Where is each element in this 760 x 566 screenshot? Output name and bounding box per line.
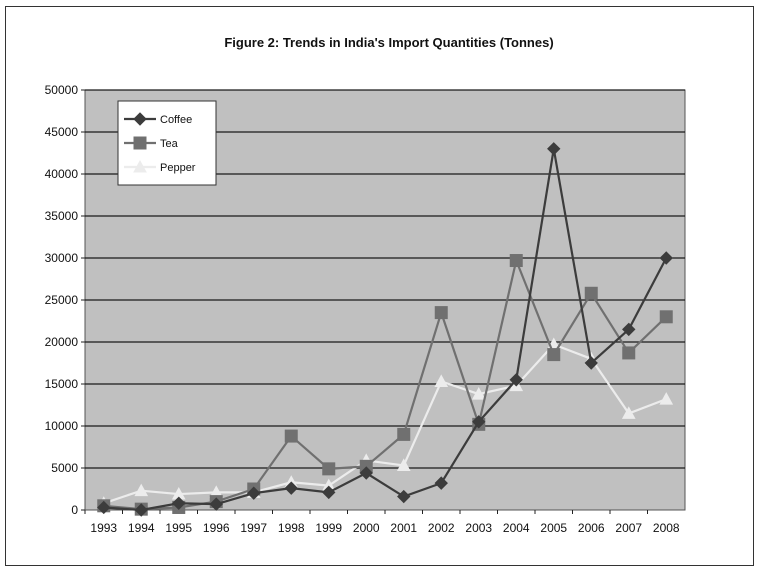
- coffee-data-point: [584, 356, 598, 370]
- y-tick-label: 10000: [45, 419, 79, 433]
- tea-data-point: [434, 306, 448, 320]
- legend-tea-label: Tea: [160, 138, 179, 150]
- coffee-data-point: [434, 476, 448, 490]
- tea-data-point: [509, 254, 523, 268]
- x-tick-label: 1998: [278, 521, 305, 535]
- y-tick-label: 45000: [45, 125, 79, 139]
- x-tick-label: 1999: [315, 521, 342, 535]
- tea-data-point: [397, 427, 411, 441]
- coffee-data-point: [209, 497, 223, 511]
- chart-title: Figure 2: Trends in India's Import Quant…: [224, 35, 553, 50]
- coffee-data-point: [397, 489, 411, 504]
- coffee-data-point: [134, 503, 148, 517]
- x-tick-label: 2003: [465, 521, 492, 535]
- pepper-data-point: [396, 458, 411, 471]
- coffee-series-line: [103, 148, 668, 512]
- pepper-series-line: [103, 343, 667, 505]
- x-tick-label: 2008: [653, 521, 680, 535]
- coffee-data-point: [622, 322, 636, 337]
- coffee-data-point: [472, 415, 486, 429]
- coffee-data-point: [547, 142, 561, 156]
- x-tick-label: 1993: [90, 521, 117, 535]
- y-tick-label: 20000: [45, 335, 79, 349]
- coffee-data-point: [247, 486, 261, 500]
- coffee-data-point: [172, 496, 186, 510]
- y-tick-label: 5000: [51, 461, 78, 475]
- x-tick-label: 2000: [353, 521, 380, 535]
- x-tick-label: 1997: [240, 521, 267, 535]
- y-tick-label: 50000: [45, 83, 79, 97]
- tea-data-point: [547, 348, 561, 362]
- coffee-data-point: [359, 466, 373, 480]
- coffee-data-point: [97, 500, 111, 515]
- pepper-data-point: [621, 406, 636, 419]
- y-tick-label: 15000: [45, 377, 79, 391]
- legend-coffee-label: Coffee: [160, 114, 192, 126]
- x-tick-label: 2004: [503, 521, 530, 535]
- x-tick-label: 2001: [390, 521, 417, 535]
- x-tick-label: 1995: [165, 521, 192, 535]
- coffee-data-point: [659, 251, 673, 265]
- x-tick-label: 2002: [428, 521, 455, 535]
- pepper-data-point: [659, 392, 674, 405]
- line-chart: Figure 2: Trends in India's Import Quant…: [45, 35, 686, 535]
- legend-tea-marker: [133, 136, 147, 150]
- x-tick-label: 2007: [615, 521, 642, 535]
- legend-coffee-marker: [133, 112, 147, 126]
- x-tick-label: 2005: [540, 521, 567, 535]
- x-tick-label: 1994: [128, 521, 155, 535]
- legend-pepper-marker: [133, 159, 147, 173]
- pepper-data-point: [434, 374, 449, 387]
- y-tick-label: 30000: [45, 251, 79, 265]
- coffee-data-point: [509, 373, 523, 387]
- tea-data-point: [659, 310, 673, 324]
- y-tick-label: 40000: [45, 167, 79, 181]
- y-tick-label: 25000: [45, 293, 79, 307]
- tea-data-point: [584, 286, 598, 300]
- coffee-data-point: [284, 481, 298, 495]
- y-tick-label: 0: [71, 503, 78, 517]
- x-tick-label: 1996: [203, 521, 230, 535]
- y-tick-label: 35000: [45, 209, 79, 223]
- coffee-data-point: [322, 485, 336, 500]
- x-tick-label: 2006: [578, 521, 605, 535]
- pepper-data-point: [134, 483, 149, 497]
- chart-frame: Figure 2: Trends in India's Import Quant…: [5, 6, 754, 566]
- pepper-data-point: [471, 387, 486, 400]
- tea-data-point: [284, 429, 298, 443]
- tea-data-point: [322, 462, 336, 476]
- legend-pepper-label: Pepper: [160, 162, 196, 174]
- tea-data-point: [622, 346, 636, 360]
